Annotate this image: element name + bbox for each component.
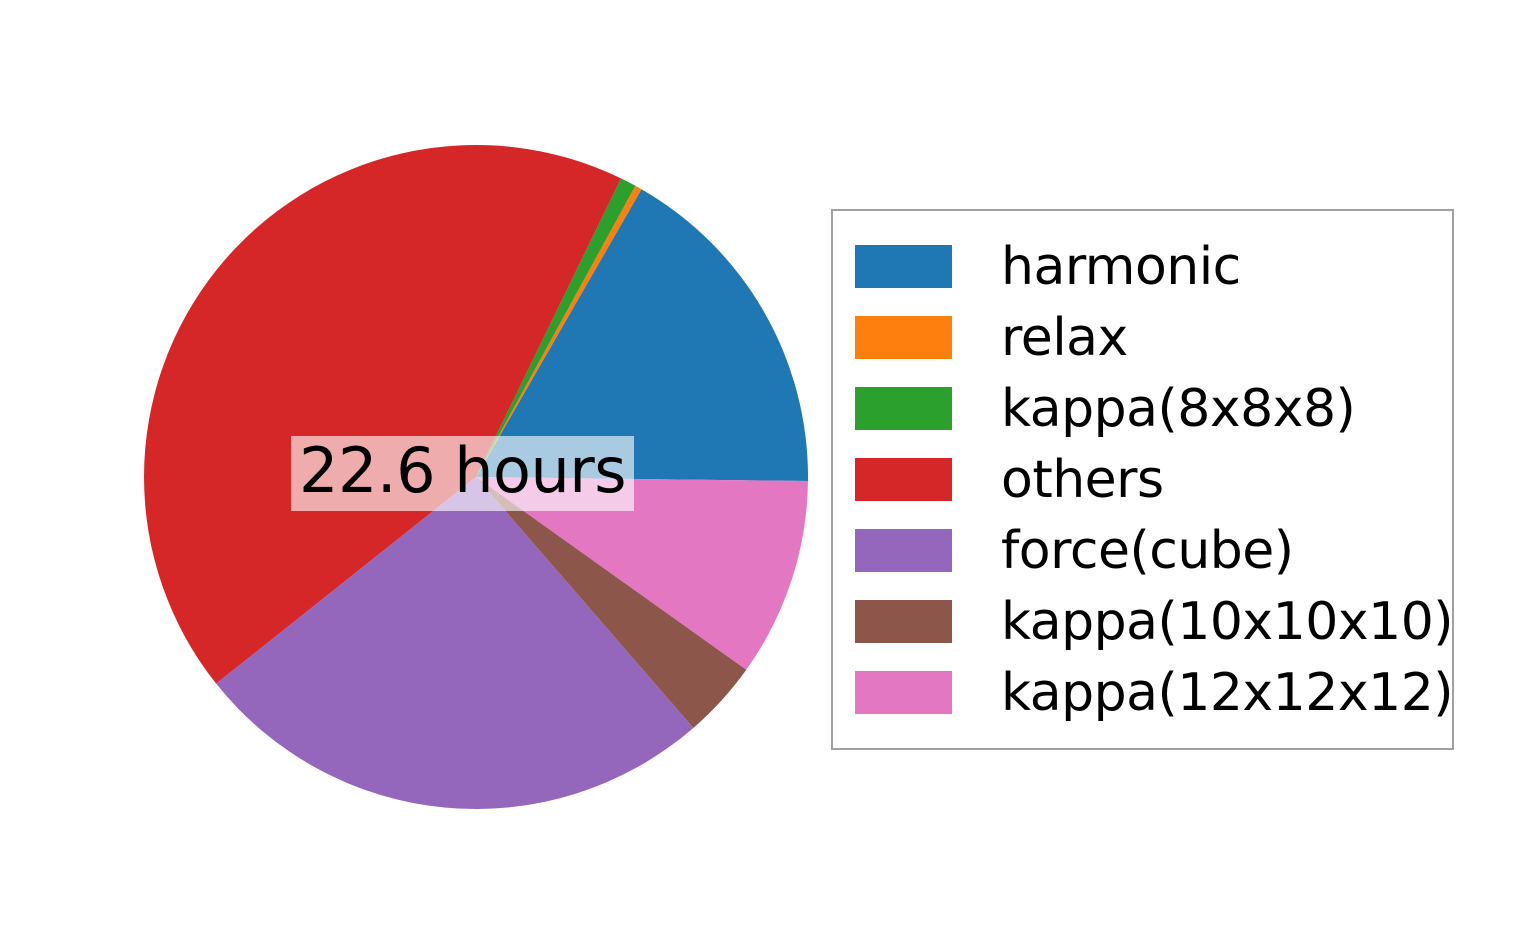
pie-slice-others[interactable] xyxy=(144,145,622,684)
legend-color-swatch-icon xyxy=(855,387,952,430)
legend-item-label: kappa(10x10x10) xyxy=(1001,591,1454,652)
pie-slice-forcecube[interactable] xyxy=(216,477,694,809)
legend-item[interactable]: relax xyxy=(855,302,1430,373)
legend-item-label: kappa(12x12x12) xyxy=(1001,662,1454,723)
legend-item[interactable]: others xyxy=(855,444,1430,515)
legend-item-label: harmonic xyxy=(1001,236,1241,297)
legend-item-label: kappa(8x8x8) xyxy=(1001,378,1356,439)
chart-legend: harmonic relax kappa(8x8x8) others force(cub… xyxy=(831,209,1454,750)
legend-color-swatch-icon xyxy=(855,458,952,501)
pie-svg xyxy=(144,145,808,809)
legend-item[interactable]: force(cube) xyxy=(855,515,1430,586)
legend-color-swatch-icon xyxy=(855,600,952,643)
legend-item-label: others xyxy=(1001,449,1164,510)
pie-slices-group xyxy=(144,145,808,809)
legend-item[interactable]: harmonic xyxy=(855,231,1430,302)
pie-slice-kappa12x12x12[interactable] xyxy=(476,477,808,670)
legend-color-swatch-icon xyxy=(855,671,952,714)
legend-item-label: force(cube) xyxy=(1001,520,1294,581)
pie-slice-harmonic[interactable] xyxy=(476,189,808,482)
legend-item-label: relax xyxy=(1001,307,1128,368)
pie-center-label: 22.6 hours xyxy=(291,436,635,511)
pie-chart-plot-area xyxy=(144,145,808,809)
legend-color-swatch-icon xyxy=(855,316,952,359)
pie-slice-kappa10x10x10[interactable] xyxy=(476,477,747,728)
pie-slice-kappa8x8x8[interactable] xyxy=(476,178,636,477)
legend-color-swatch-icon xyxy=(855,245,952,288)
legend-rows: harmonic relax kappa(8x8x8) others force(cub… xyxy=(855,231,1454,728)
legend-item[interactable]: kappa(12x12x12) xyxy=(855,657,1454,728)
legend-item[interactable]: kappa(10x10x10) xyxy=(855,586,1454,657)
pie-slice-relax[interactable] xyxy=(476,185,642,477)
legend-color-swatch-icon xyxy=(855,529,952,572)
legend-item[interactable]: kappa(8x8x8) xyxy=(855,373,1430,444)
